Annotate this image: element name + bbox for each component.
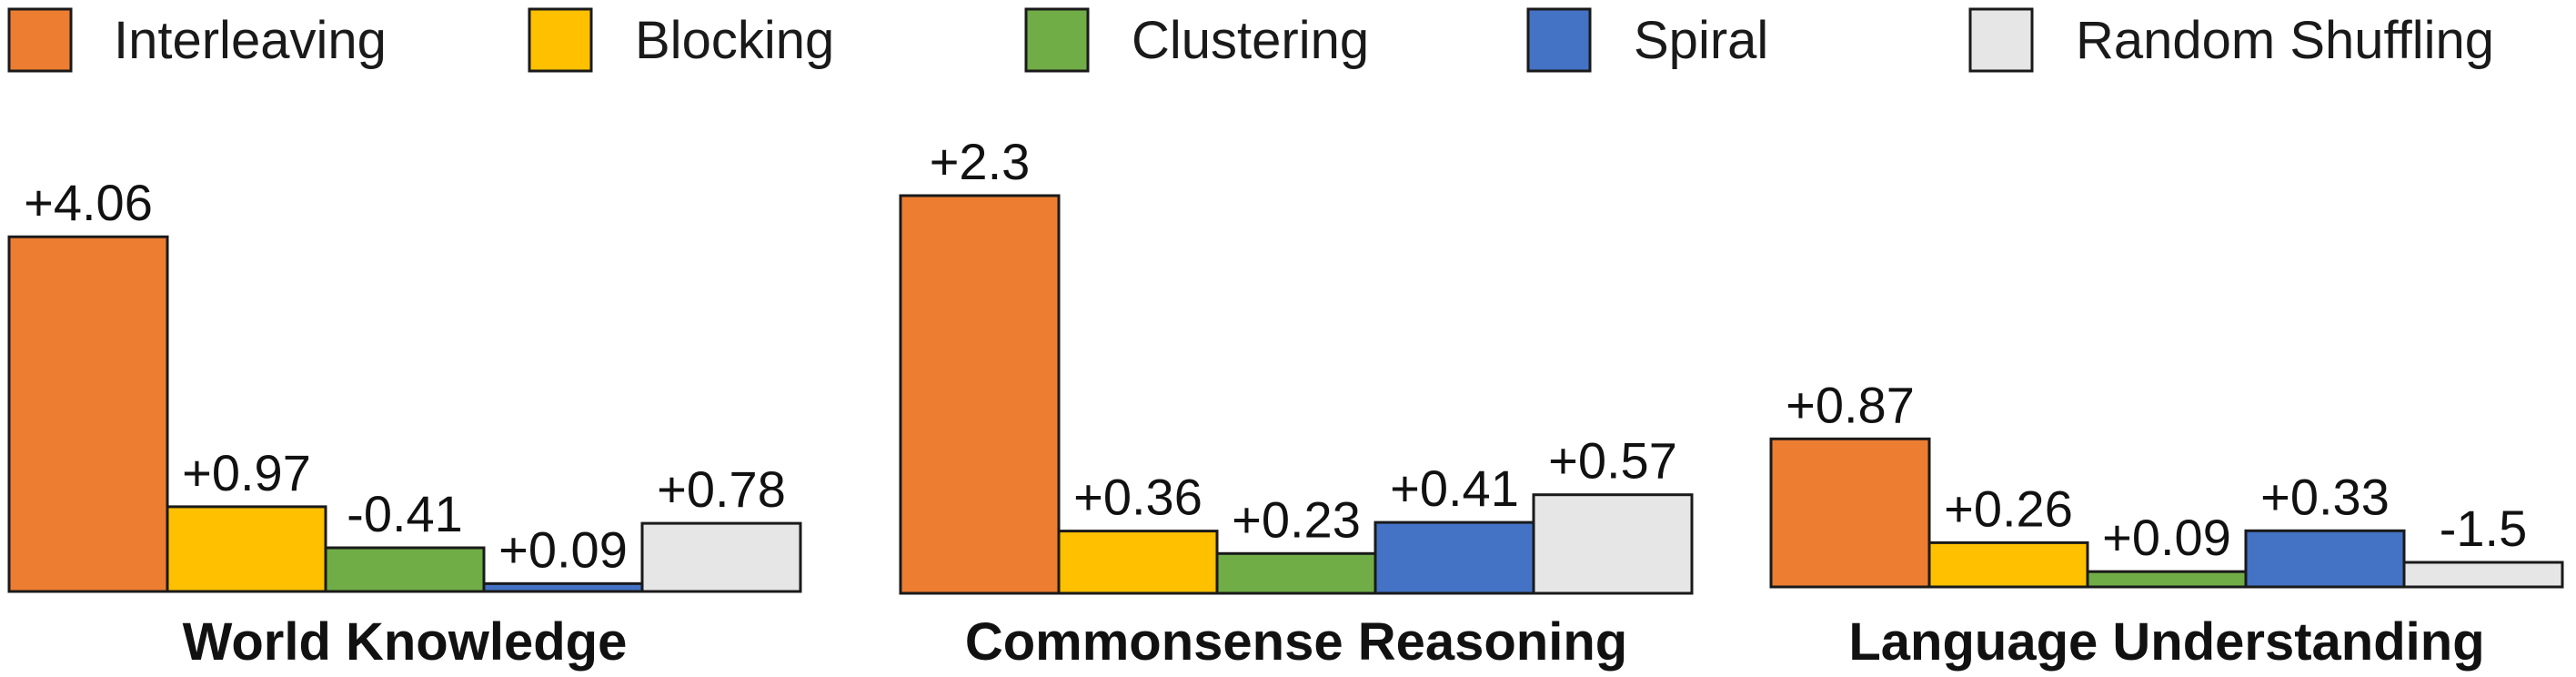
value-label-world-knowledge-interleaving: +4.06	[24, 174, 153, 231]
bar-world-knowledge-random-shuffling	[640, 521, 802, 593]
group-label-language-understanding: Language Understanding	[1848, 612, 2484, 672]
legend-swatch-interleaving	[7, 7, 73, 73]
legend-swatch-blocking	[528, 7, 593, 73]
value-label-world-knowledge-blocking: +0.97	[182, 444, 311, 501]
group-label-commonsense-reasoning: Commonsense Reasoning	[965, 612, 1627, 672]
bar-commonsense-reasoning-clustering	[1215, 551, 1377, 595]
value-label-language-understanding-blocking: +0.26	[1944, 480, 2073, 537]
legend-label-clustering: Clustering	[1132, 11, 1369, 70]
bar-language-understanding-interleaving	[1769, 437, 1931, 589]
value-label-language-understanding-random-shuffling: -1.5	[2440, 500, 2528, 557]
bar-language-understanding-clustering	[2086, 570, 2248, 589]
bar-commonsense-reasoning-blocking	[1057, 530, 1219, 595]
legend-swatch-random-shuffling	[1968, 7, 2034, 73]
bar-world-knowledge-spiral	[482, 581, 644, 593]
value-label-language-understanding-spiral: +0.33	[2260, 468, 2390, 525]
bar-world-knowledge-blocking	[166, 505, 327, 593]
bar-language-understanding-random-shuffling	[2402, 561, 2564, 589]
value-label-language-understanding-clustering: +0.09	[2102, 509, 2231, 566]
group-label-world-knowledge: World Knowledge	[183, 612, 628, 672]
legend-label-blocking: Blocking	[635, 11, 834, 70]
value-label-commonsense-reasoning-interleaving: +2.3	[930, 133, 1031, 190]
bar-commonsense-reasoning-interleaving	[899, 194, 1061, 595]
value-label-commonsense-reasoning-clustering: +0.23	[1232, 490, 1361, 548]
bar-language-understanding-blocking	[1927, 541, 2089, 589]
value-label-world-knowledge-spiral: +0.09	[498, 520, 628, 578]
value-label-commonsense-reasoning-random-shuffling: +0.57	[1548, 432, 1677, 490]
legend-swatch-spiral	[1526, 7, 1592, 73]
legend-label-interleaving: Interleaving	[114, 11, 387, 70]
value-label-language-understanding-interleaving: +0.87	[1786, 376, 1915, 433]
bar-language-understanding-spiral	[2244, 529, 2406, 589]
value-label-world-knowledge-random-shuffling: +0.78	[657, 460, 786, 518]
legend-label-spiral: Spiral	[1634, 11, 1768, 70]
value-label-commonsense-reasoning-spiral: +0.41	[1390, 460, 1519, 517]
legend-label-random-shuffling: Random Shuffling	[2076, 11, 2494, 70]
bar-commonsense-reasoning-spiral	[1374, 520, 1535, 595]
legend-swatch-clustering	[1024, 7, 1090, 73]
bar-commonsense-reasoning-random-shuffling	[1532, 493, 1694, 595]
bar-world-knowledge-clustering	[324, 546, 486, 593]
value-label-commonsense-reasoning-blocking: +0.36	[1073, 469, 1202, 526]
bar-world-knowledge-interleaving	[7, 235, 169, 593]
value-label-world-knowledge-clustering: -0.41	[347, 485, 463, 542]
